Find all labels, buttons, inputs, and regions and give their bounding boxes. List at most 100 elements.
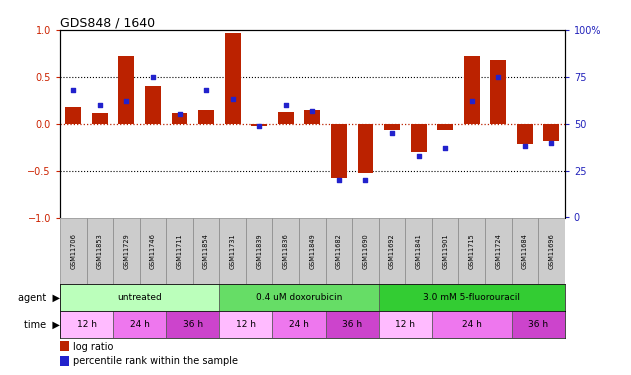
Text: GSM11684: GSM11684 bbox=[522, 233, 528, 269]
Text: GSM11854: GSM11854 bbox=[203, 233, 209, 269]
Point bbox=[520, 143, 530, 149]
Text: 36 h: 36 h bbox=[342, 320, 362, 329]
Bar bbox=[139, 217, 166, 284]
Bar bbox=[60, 341, 69, 351]
Point bbox=[546, 140, 557, 146]
Point bbox=[174, 111, 184, 117]
Bar bbox=[432, 217, 459, 284]
Point bbox=[360, 177, 370, 183]
Text: 3.0 mM 5-fluorouracil: 3.0 mM 5-fluorouracil bbox=[423, 293, 520, 302]
Point bbox=[201, 87, 211, 93]
Point bbox=[228, 96, 238, 102]
Text: 36 h: 36 h bbox=[528, 320, 548, 329]
Bar bbox=[485, 217, 512, 284]
Point bbox=[334, 177, 344, 183]
Point bbox=[493, 74, 504, 80]
Point bbox=[307, 108, 317, 114]
Bar bbox=[459, 217, 485, 284]
Bar bbox=[193, 217, 220, 284]
Text: GSM11841: GSM11841 bbox=[416, 233, 422, 269]
Text: GSM11853: GSM11853 bbox=[97, 233, 103, 269]
Bar bbox=[543, 124, 560, 141]
Bar bbox=[464, 56, 480, 124]
Text: GSM11724: GSM11724 bbox=[495, 233, 501, 269]
Bar bbox=[437, 124, 453, 130]
Text: GSM11715: GSM11715 bbox=[469, 233, 475, 269]
Text: GSM11692: GSM11692 bbox=[389, 233, 395, 269]
Text: GSM11729: GSM11729 bbox=[124, 233, 129, 269]
Text: agent  ▶: agent ▶ bbox=[18, 293, 60, 303]
Bar bbox=[166, 217, 193, 284]
Bar bbox=[119, 56, 134, 124]
Text: GSM11849: GSM11849 bbox=[309, 233, 316, 269]
Text: GSM11731: GSM11731 bbox=[230, 233, 235, 268]
Bar bbox=[60, 217, 86, 284]
Bar bbox=[251, 124, 267, 126]
Text: GSM11706: GSM11706 bbox=[70, 233, 76, 269]
Bar bbox=[60, 356, 69, 366]
Bar bbox=[490, 60, 506, 124]
Bar bbox=[65, 107, 81, 124]
Point bbox=[413, 153, 423, 159]
Text: 24 h: 24 h bbox=[289, 320, 309, 329]
Text: GSM11682: GSM11682 bbox=[336, 233, 342, 269]
Bar bbox=[384, 124, 400, 130]
Bar bbox=[326, 217, 352, 284]
Bar bbox=[405, 217, 432, 284]
Bar bbox=[92, 113, 108, 124]
Text: 24 h: 24 h bbox=[462, 320, 481, 329]
Bar bbox=[379, 217, 405, 284]
Bar bbox=[172, 112, 187, 124]
Bar bbox=[358, 124, 374, 172]
Bar bbox=[225, 33, 240, 124]
Point bbox=[467, 98, 477, 104]
Text: GSM11690: GSM11690 bbox=[362, 233, 369, 269]
Point bbox=[387, 130, 397, 136]
Text: 12 h: 12 h bbox=[396, 320, 415, 329]
Bar bbox=[379, 311, 432, 338]
Text: GSM11836: GSM11836 bbox=[283, 233, 289, 269]
Bar bbox=[538, 217, 565, 284]
Bar bbox=[198, 110, 214, 124]
Text: GSM11746: GSM11746 bbox=[150, 233, 156, 269]
Bar bbox=[220, 284, 379, 311]
Text: 24 h: 24 h bbox=[130, 320, 150, 329]
Bar bbox=[86, 217, 113, 284]
Text: GDS848 / 1640: GDS848 / 1640 bbox=[60, 17, 155, 30]
Bar bbox=[220, 217, 246, 284]
Text: 12 h: 12 h bbox=[76, 320, 97, 329]
Text: percentile rank within the sample: percentile rank within the sample bbox=[73, 356, 237, 366]
Text: untreated: untreated bbox=[117, 293, 162, 302]
Bar bbox=[60, 284, 220, 311]
Point bbox=[281, 102, 291, 108]
Bar bbox=[113, 217, 139, 284]
Bar bbox=[379, 284, 565, 311]
Bar bbox=[517, 124, 533, 144]
Text: GSM11711: GSM11711 bbox=[177, 233, 182, 268]
Point bbox=[121, 98, 131, 104]
Point bbox=[254, 123, 264, 129]
Bar bbox=[411, 124, 427, 152]
Bar bbox=[304, 110, 321, 124]
Bar bbox=[512, 217, 538, 284]
Point bbox=[68, 87, 78, 93]
Text: time  ▶: time ▶ bbox=[24, 320, 60, 330]
Bar bbox=[331, 124, 347, 178]
Bar bbox=[60, 311, 113, 338]
Text: 0.4 uM doxorubicin: 0.4 uM doxorubicin bbox=[256, 293, 342, 302]
Bar bbox=[273, 311, 326, 338]
Bar bbox=[246, 217, 273, 284]
Text: GSM11696: GSM11696 bbox=[548, 233, 555, 269]
Bar bbox=[220, 311, 273, 338]
Bar bbox=[512, 311, 565, 338]
Text: GSM11839: GSM11839 bbox=[256, 233, 262, 268]
Bar bbox=[326, 311, 379, 338]
Bar bbox=[352, 217, 379, 284]
Point bbox=[440, 145, 451, 151]
Bar bbox=[166, 311, 220, 338]
Bar bbox=[113, 311, 166, 338]
Bar bbox=[273, 217, 299, 284]
Text: 12 h: 12 h bbox=[236, 320, 256, 329]
Text: log ratio: log ratio bbox=[73, 342, 113, 351]
Bar bbox=[145, 86, 161, 124]
